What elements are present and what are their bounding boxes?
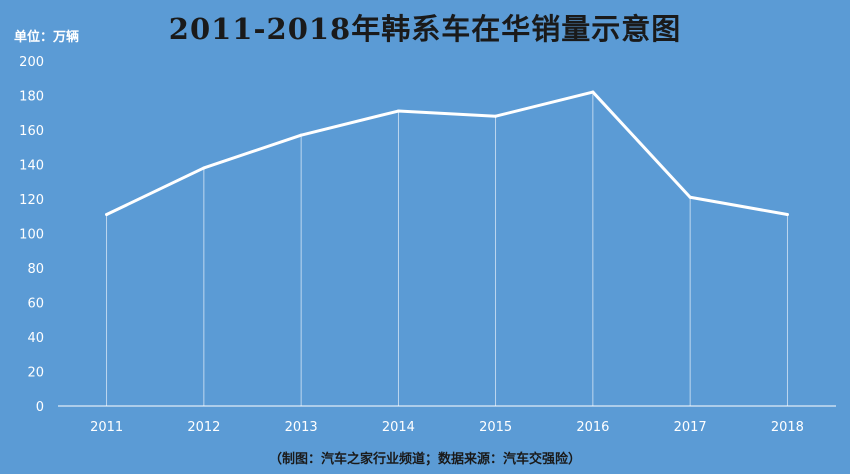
data-point (785, 213, 789, 217)
data-point (105, 213, 109, 217)
data-point (202, 166, 206, 170)
x-tick-label: 2017 (674, 420, 707, 435)
y-tick-label: 100 (19, 228, 44, 243)
x-tick-label: 2016 (576, 420, 609, 435)
x-tick-label: 2018 (771, 420, 804, 435)
y-tick-label: 80 (27, 262, 44, 277)
y-tick-label: 160 (19, 124, 44, 139)
y-tick-label: 0 (36, 400, 44, 415)
series-line (105, 90, 789, 217)
data-point (396, 109, 400, 113)
y-tick-label: 20 (27, 366, 44, 381)
x-tick-label: 2015 (479, 420, 512, 435)
source-footer: （制图：汽车之家行业频道；数据来源：汽车交强险） (268, 452, 581, 467)
data-point (299, 133, 303, 137)
y-tick-label: 120 (19, 193, 44, 208)
y-tick-label: 200 (19, 55, 44, 70)
chart-title: 2011-2018年韩系车在华销量示意图 (168, 12, 682, 46)
data-point (591, 90, 595, 94)
data-point (688, 195, 692, 199)
x-tick-label: 2012 (187, 420, 220, 435)
y-tick-label: 60 (27, 297, 44, 312)
x-tick-label: 2014 (382, 420, 415, 435)
y-tick-label: 40 (27, 331, 44, 346)
y-tick-label: 180 (19, 90, 44, 105)
data-point (494, 114, 498, 118)
y-tick-label: 140 (19, 159, 44, 174)
x-tick-label: 2011 (90, 420, 123, 435)
unit-label: 单位：万辆 (14, 30, 80, 45)
x-tick-label: 2013 (285, 420, 318, 435)
